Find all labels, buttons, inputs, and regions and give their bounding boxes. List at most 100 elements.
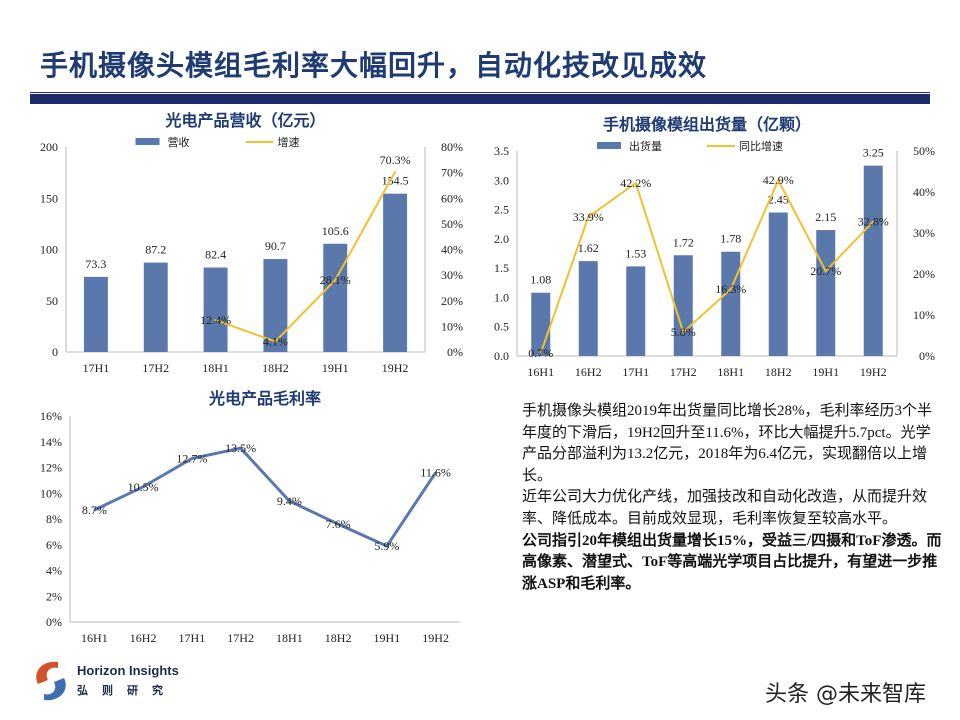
x-tick-label: 17H2	[670, 365, 697, 379]
line-point	[872, 220, 875, 223]
line-point	[634, 181, 637, 184]
bar	[263, 259, 288, 352]
y-tick-label: 1.0	[494, 290, 509, 304]
bar-data-label: 2.15	[815, 210, 836, 224]
bar	[83, 276, 108, 352]
x-tick-label: 19H2	[422, 631, 449, 645]
x-tick-label: 16H1	[527, 365, 554, 379]
y-tick-label: 0.5	[494, 320, 509, 334]
x-tick-label: 17H2	[142, 361, 169, 375]
page-title: 手机摄像头模组毛利率大幅回升，自动化技改见成效	[40, 51, 708, 82]
line-point	[729, 288, 732, 291]
commentary-p2: 近年公司大力优化产线，加强技改和自动化改造，从而提升效率、降低成本。目前成效显现…	[522, 489, 928, 527]
legend-label: 增速	[278, 135, 300, 149]
line-point	[385, 545, 388, 548]
line-data-label: 16.3%	[715, 282, 746, 296]
line-point	[394, 170, 397, 173]
y2-tick-label: 50%	[913, 144, 935, 158]
commentary-p3: 公司指引20年模组出货量增长15%，受益三/四摄和ToF渗透。而高像素、潜望式、…	[522, 532, 942, 592]
commentary-p1: 手机摄像头模组2019年出货量同比增长28%，毛利率经历3个半年度的下滑后，19…	[522, 403, 932, 484]
y-tick-label: 0	[52, 345, 58, 359]
y-tick-label: 8%	[46, 512, 62, 526]
legend-bar-swatch	[135, 138, 160, 145]
line-data-label: 32.8%	[858, 215, 889, 229]
y-tick-label: 50	[46, 294, 58, 308]
x-tick-label: 19H1	[812, 365, 839, 379]
x-tick-label: 16H2	[130, 631, 157, 645]
bar	[673, 255, 693, 356]
x-tick-label: 19H1	[374, 631, 401, 645]
y-tick-label: 6%	[46, 538, 62, 552]
line-point	[190, 457, 193, 460]
horizon-logo-icon	[36, 661, 66, 701]
commentary: 手机摄像头模组2019年出货量同比增长28%，毛利率经历3个半年度的下滑后，19…	[522, 401, 942, 595]
legend-bar-swatch	[597, 142, 621, 149]
legend-label: 营收	[168, 135, 190, 149]
legend-label: 出货量	[629, 139, 662, 153]
series-line	[215, 171, 396, 343]
y2-tick-label: 50%	[441, 217, 463, 231]
chart-title: 手机摄像模组出货量（亿颗）	[603, 115, 811, 134]
y-tick-label: 100	[40, 243, 58, 257]
line-data-label: 28.1%	[320, 273, 351, 287]
bar-data-label: 3.25	[863, 146, 884, 160]
y-tick-label: 2.5	[494, 203, 509, 217]
x-tick-label: 17H2	[227, 631, 254, 645]
y2-tick-label: 80%	[441, 140, 463, 154]
bar-data-label: 105.6	[322, 224, 349, 238]
bar	[863, 165, 883, 356]
line-point	[434, 471, 437, 474]
line-data-label: 8.7%	[82, 503, 107, 517]
bar-data-label: 2.45	[768, 193, 789, 207]
bar	[721, 251, 741, 356]
line-data-label: 70.3%	[380, 153, 411, 167]
x-tick-label: 18H2	[262, 361, 289, 375]
line-data-label: 33.9%	[573, 210, 604, 224]
bar-data-label: 154.5	[382, 174, 409, 188]
x-tick-label: 16H2	[575, 365, 602, 379]
line-data-label: 42.2%	[620, 176, 651, 190]
y2-tick-label: 10%	[441, 319, 463, 333]
line-data-label: 5.9%	[374, 539, 399, 553]
y2-tick-label: 60%	[441, 191, 463, 205]
bar-data-label: 90.7	[265, 239, 286, 253]
bar	[143, 262, 168, 352]
line-data-label: 0.7%	[528, 346, 553, 360]
y2-tick-label: 30%	[441, 268, 463, 282]
logo-text-cn: 弘则研究	[77, 685, 177, 697]
bar-data-label: 73.3	[85, 257, 106, 271]
x-tick-label: 19H2	[860, 365, 887, 379]
x-tick-label: 16H1	[81, 631, 108, 645]
y-tick-label: 1.5	[494, 261, 509, 275]
y-tick-label: 3.0	[494, 173, 509, 187]
y-tick-label: 2.0	[494, 232, 509, 246]
line-data-label: 9.4%	[277, 494, 302, 508]
line-data-label: 12.4%	[200, 313, 231, 327]
line-point	[142, 485, 145, 488]
chart-title: 光电产品毛利率	[208, 389, 321, 408]
line-point	[587, 216, 590, 219]
x-tick-label: 19H1	[322, 361, 349, 375]
x-tick-label: 17H1	[622, 365, 649, 379]
legend-label: 同比增速	[739, 139, 783, 153]
x-tick-label: 17H1	[179, 631, 206, 645]
line-point	[274, 340, 277, 343]
x-tick-label: 18H2	[325, 631, 352, 645]
bar	[816, 230, 836, 356]
bar-data-label: 1.53	[625, 246, 646, 260]
logo-text-en: Horizon Insights	[77, 663, 179, 678]
line-point	[93, 508, 96, 511]
y2-tick-label: 0%	[447, 345, 463, 359]
bar-data-label: 1.72	[673, 235, 694, 249]
bar	[578, 261, 598, 356]
line-point	[239, 447, 242, 450]
y2-tick-label: 20%	[913, 267, 935, 281]
line-data-label: 5.8%	[671, 325, 696, 339]
x-tick-label: 18H2	[765, 365, 792, 379]
line-data-label: 12.7%	[176, 451, 207, 465]
chart-title: 光电产品营收（亿元）	[164, 111, 325, 130]
y-tick-label: 16%	[40, 409, 62, 423]
x-tick-label: 18H1	[717, 365, 744, 379]
y2-tick-label: 40%	[913, 185, 935, 199]
y-tick-label: 0.0	[494, 349, 509, 363]
